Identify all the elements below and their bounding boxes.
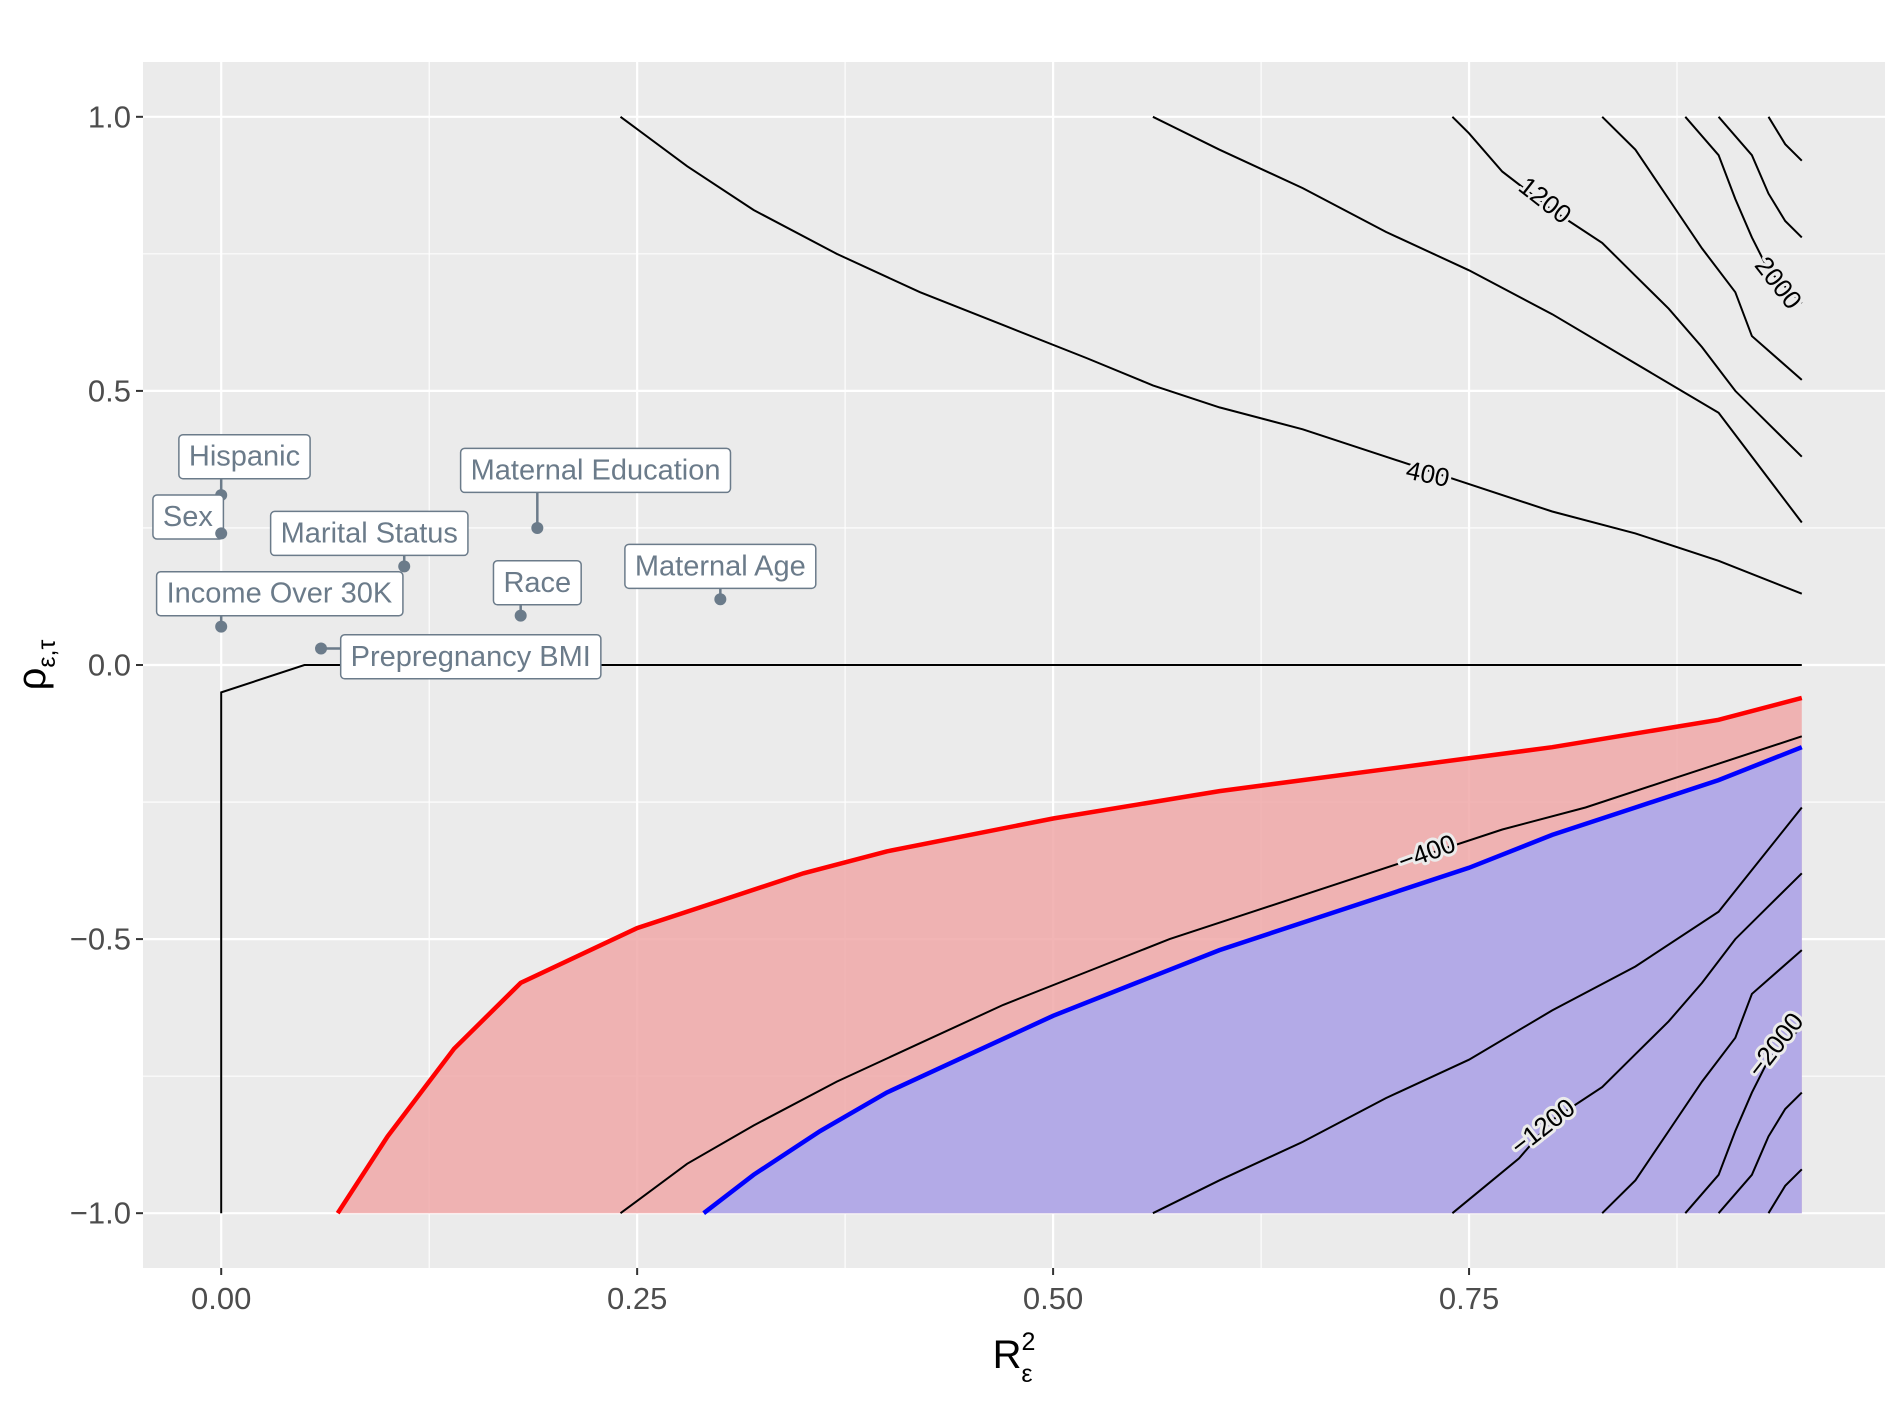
covariate-annotation: Maternal Age: [624, 543, 817, 606]
x-axis-title-base: R: [993, 1333, 1022, 1377]
y-axis-ticks: 1.0 0.5 0.0 −0.5 −1.0: [70, 99, 143, 1231]
covariate-annotation: Prepregnancy BMI: [315, 634, 602, 680]
covariate-annotation: Race: [492, 560, 582, 622]
x-axis-title-superscript: 2: [1021, 1328, 1035, 1356]
covariate-annotation: Sex: [152, 494, 228, 540]
contour-line: [1767, 116, 1803, 162]
x-axis-ticks: 0.00 0.25 0.50 0.75: [191, 1268, 1499, 1316]
x-tick-label: 0.00: [191, 1281, 251, 1316]
contour-line: [619, 115, 1803, 595]
covariate-annotation: Marital Status: [269, 510, 469, 573]
covariate-label: Maternal Education: [471, 454, 721, 486]
covariate-annotation: Income Over 30K: [155, 570, 404, 633]
covariate-point: [514, 609, 527, 622]
covariate-annotations: Hispanic Sex Marital Status Maternal Educat…: [152, 433, 817, 680]
contour-lines: [220, 115, 1803, 1215]
covariate-label-box: [155, 570, 404, 617]
y-tick-label: 0.5: [88, 373, 131, 408]
covariate-point: [398, 560, 411, 573]
covariate-label: Marital Status: [281, 517, 458, 549]
y-axis-title: ρε,τ: [10, 640, 61, 691]
covariate-label: Income Over 30K: [167, 578, 393, 610]
covariate-label-box: [492, 560, 582, 606]
x-axis-title: R2 ε: [993, 1328, 1036, 1388]
y-tick-label: 0.0: [88, 648, 131, 683]
y-tick-label: 1.0: [88, 99, 131, 134]
x-tick-label: 0.25: [607, 1281, 667, 1316]
filled-regions: [337, 697, 1802, 1214]
y-tick-label: −1.0: [70, 1196, 131, 1231]
contour-line: [1717, 116, 1803, 239]
contour-line: [1684, 1026, 1803, 1214]
covariate-annotation: Maternal Education: [459, 447, 732, 534]
covariate-label: Sex: [163, 501, 213, 533]
covariate-label-box: [269, 510, 469, 557]
covariate-label-box: [152, 494, 225, 540]
covariate-label-box: [339, 634, 602, 680]
covariate-label-box: [178, 433, 311, 480]
contour-line: [1684, 116, 1803, 304]
covariate-point: [531, 521, 544, 534]
contour-line: [1717, 1091, 1803, 1214]
x-axis-title-subscript: ε: [1021, 1360, 1032, 1388]
covariate-label: Race: [503, 567, 571, 599]
contour-line: [220, 664, 1802, 1214]
covariate-point: [215, 620, 228, 633]
covariate-annotation: Hispanic: [178, 433, 311, 502]
covariate-point: [714, 593, 727, 606]
contour-line: [1451, 872, 1803, 1214]
x-tick-label: 0.75: [1439, 1281, 1499, 1316]
red-region-boundary: [335, 695, 1803, 1215]
contour-line: [619, 735, 1803, 1215]
contour-line: [1601, 949, 1803, 1214]
covariate-label: Maternal Age: [635, 550, 806, 582]
covariate-label: Prepregnancy BMI: [351, 641, 591, 673]
y-tick-label: −0.5: [70, 922, 131, 957]
blue-region-fill: [703, 747, 1802, 1214]
blue-region-boundary: [702, 745, 1803, 1215]
y-axis-title-base: ρ: [10, 668, 54, 691]
covariate-point: [315, 642, 328, 655]
x-tick-label: 0.50: [1023, 1281, 1083, 1316]
contour-line: [1451, 116, 1803, 458]
y-axis-title-subscript: ε,τ: [33, 640, 61, 668]
covariate-label-box: [624, 543, 817, 590]
covariate-point: [215, 527, 228, 540]
contour-line: [1152, 806, 1803, 1215]
contour-line: [1601, 116, 1803, 381]
region-boundaries: [335, 695, 1803, 1215]
contour-line: [1767, 1168, 1803, 1214]
contour-line: [1152, 115, 1803, 524]
covariate-label-box: [459, 447, 732, 494]
covariate-label: Hispanic: [189, 441, 300, 473]
